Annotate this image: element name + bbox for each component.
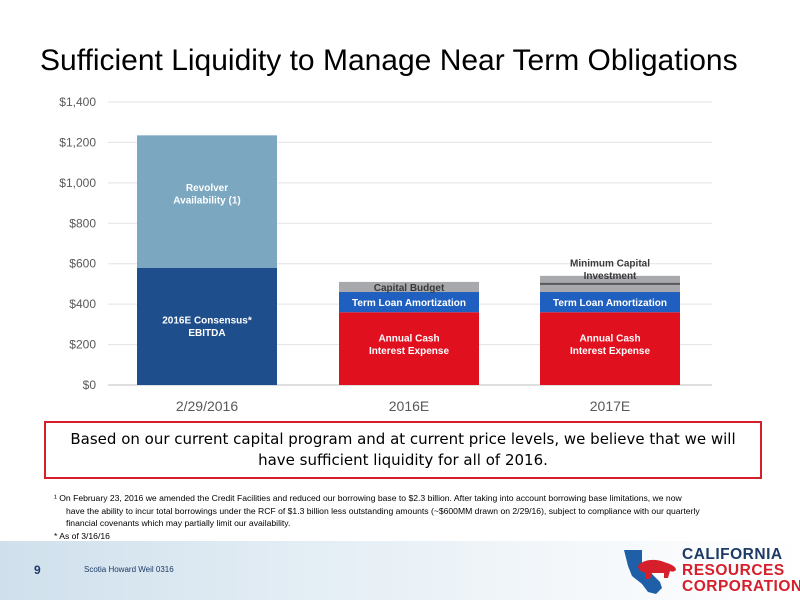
segment-label: Availability (1) xyxy=(173,195,240,206)
segment-label: Term Loan Amortization xyxy=(352,298,466,309)
segment-label: Revolver xyxy=(186,183,228,194)
company-logo: CALIFORNIA RESOURCES CORPORATION xyxy=(620,546,800,596)
segment-label: Annual Cash xyxy=(378,334,439,345)
segment-label: Term Loan Amortization xyxy=(553,298,667,309)
bar-segment xyxy=(540,312,680,385)
x-tick-label: 2017E xyxy=(590,398,630,414)
footnote-2: * As of 3/16/16 xyxy=(54,531,110,541)
x-tick-label: 2/29/2016 xyxy=(176,398,238,414)
y-tick-label: $1,000 xyxy=(59,176,96,190)
segment-label: Interest Expense xyxy=(570,346,650,357)
footnote-1: ¹ On February 23, 2016 we amended the Cr… xyxy=(54,492,754,530)
segment-label: EBITDA xyxy=(188,328,225,339)
y-tick-label: $0 xyxy=(83,378,97,392)
y-tick-label: $1,200 xyxy=(59,135,96,149)
page-number: 9 xyxy=(34,563,41,577)
x-tick-label: 2016E xyxy=(389,398,429,414)
logo-line-3: CORPORATION xyxy=(682,578,800,595)
california-bear-logo-icon xyxy=(624,550,676,594)
liquidity-callout: Based on our current capital program and… xyxy=(44,421,762,479)
segment-label: 2016E Consensus* xyxy=(162,315,252,326)
footnote-1-line-1: ¹ On February 23, 2016 we amended the Cr… xyxy=(54,493,682,503)
slide-title: Sufficient Liquidity to Manage Near Term… xyxy=(40,44,738,77)
footnote-1-line-3: financial covenants which may partially … xyxy=(66,518,291,528)
bar-segment xyxy=(339,292,479,313)
y-tick-label: $600 xyxy=(69,257,96,271)
bar-segment xyxy=(137,267,277,385)
y-tick-label: $400 xyxy=(69,297,96,311)
y-tick-label: $200 xyxy=(69,338,96,352)
y-tick-label: $1,400 xyxy=(59,95,96,109)
logo-line-2: RESOURCES xyxy=(682,562,785,579)
segment-label: Minimum Capital xyxy=(570,258,650,269)
footnote-1-line-2: have the ability to incur total borrowin… xyxy=(66,505,700,516)
segment-label: Investment xyxy=(584,271,637,282)
footer-text: Scotia Howard Weil 0316 xyxy=(84,565,174,574)
bar-segment xyxy=(540,292,680,313)
logo-line-1: CALIFORNIA xyxy=(682,546,783,563)
y-tick-label: $800 xyxy=(69,216,96,230)
bar-segment xyxy=(137,135,277,268)
bar-segment xyxy=(339,281,479,293)
bar-segment xyxy=(339,312,479,385)
liquidity-bar-chart: $0 $200 $400 $600 $800 $1,000 $1,200 $1,400 2/29… xyxy=(59,95,712,414)
segment-label: Interest Expense xyxy=(369,346,449,357)
segment-label: Capital Budget xyxy=(374,283,445,294)
segment-label: Annual Cash xyxy=(579,334,640,345)
